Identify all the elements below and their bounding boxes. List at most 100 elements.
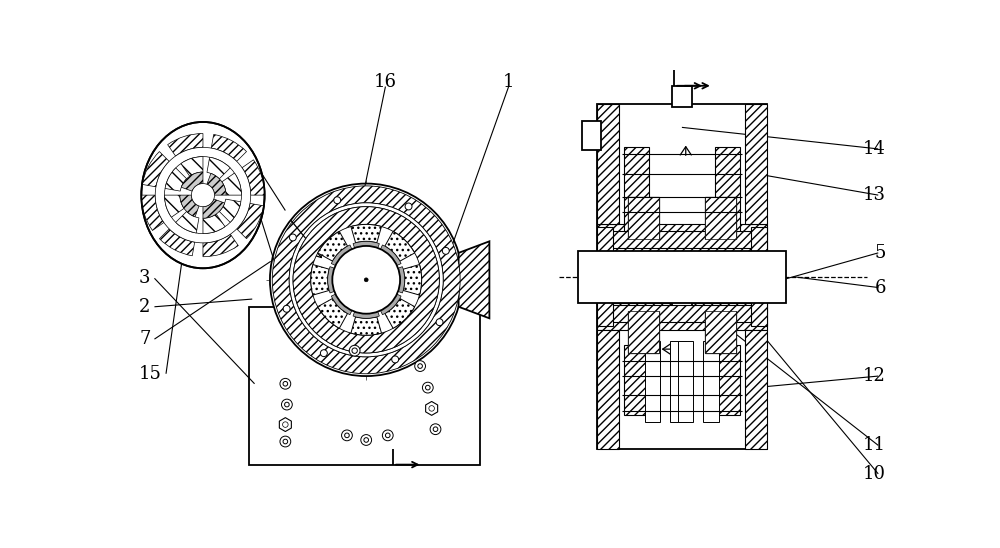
Wedge shape [331, 245, 353, 267]
Circle shape [405, 203, 412, 210]
Bar [628, 311, 659, 353]
Bar [597, 303, 767, 449]
Circle shape [425, 385, 430, 390]
Text: 6: 6 [874, 278, 886, 296]
Wedge shape [318, 231, 348, 261]
Text: 2: 2 [139, 298, 150, 316]
Wedge shape [353, 241, 379, 251]
Wedge shape [180, 195, 199, 217]
Bar [597, 281, 613, 326]
Bar [578, 250, 786, 303]
Circle shape [433, 427, 438, 431]
Bar [670, 341, 686, 423]
Circle shape [342, 430, 352, 441]
Wedge shape [203, 199, 225, 218]
Polygon shape [459, 241, 489, 318]
Bar [705, 311, 736, 353]
Circle shape [332, 246, 400, 313]
Text: 10: 10 [863, 465, 886, 483]
Circle shape [191, 184, 215, 207]
Circle shape [349, 345, 360, 356]
Text: 3: 3 [139, 269, 151, 287]
Wedge shape [318, 299, 348, 328]
Circle shape [364, 438, 369, 442]
Wedge shape [176, 212, 199, 233]
Circle shape [442, 247, 449, 254]
Bar [751, 227, 767, 272]
Ellipse shape [141, 122, 265, 269]
Bar [745, 330, 767, 449]
Wedge shape [181, 172, 203, 191]
Circle shape [280, 436, 291, 447]
Circle shape [283, 305, 290, 312]
Circle shape [285, 402, 289, 407]
Bar [597, 104, 767, 250]
Circle shape [282, 399, 292, 410]
Wedge shape [385, 231, 415, 261]
Wedge shape [351, 224, 381, 243]
Circle shape [352, 348, 357, 353]
Bar [715, 147, 740, 235]
Wedge shape [203, 214, 225, 233]
Text: 16: 16 [374, 73, 397, 91]
Wedge shape [142, 152, 169, 187]
Wedge shape [141, 195, 164, 231]
Wedge shape [403, 265, 422, 295]
Circle shape [361, 435, 372, 446]
Circle shape [334, 197, 341, 204]
Bar [609, 305, 755, 322]
Text: 5: 5 [875, 244, 886, 262]
Text: 15: 15 [139, 365, 162, 383]
Bar [597, 104, 619, 224]
Circle shape [345, 433, 349, 438]
Polygon shape [279, 418, 291, 431]
Text: 7: 7 [139, 330, 150, 348]
Bar [745, 104, 767, 224]
Bar [582, 121, 601, 151]
Circle shape [364, 278, 368, 282]
Wedge shape [351, 317, 381, 335]
Circle shape [293, 207, 439, 353]
Circle shape [283, 422, 288, 427]
Circle shape [320, 350, 327, 357]
Wedge shape [222, 173, 241, 195]
Wedge shape [219, 199, 241, 222]
Circle shape [429, 406, 434, 411]
Bar [703, 341, 719, 423]
Bar [597, 227, 613, 272]
Text: 12: 12 [863, 367, 886, 385]
Bar [609, 231, 755, 248]
Wedge shape [379, 245, 401, 267]
Circle shape [280, 378, 291, 389]
Wedge shape [242, 160, 265, 195]
Circle shape [392, 356, 399, 363]
Text: 14: 14 [863, 140, 886, 158]
Text: 1: 1 [503, 73, 514, 91]
Circle shape [415, 361, 425, 372]
Bar [678, 341, 693, 423]
Circle shape [289, 203, 443, 357]
Wedge shape [328, 267, 337, 293]
Wedge shape [155, 147, 251, 243]
Bar [645, 341, 660, 423]
Wedge shape [353, 309, 379, 318]
Bar [715, 345, 740, 415]
Wedge shape [311, 265, 329, 295]
Wedge shape [293, 207, 439, 353]
Wedge shape [331, 293, 353, 315]
Wedge shape [159, 229, 195, 256]
Circle shape [382, 430, 393, 441]
Wedge shape [207, 173, 226, 195]
Bar [597, 330, 619, 449]
Wedge shape [207, 157, 230, 179]
Circle shape [283, 439, 288, 444]
Bar [597, 224, 767, 250]
Circle shape [422, 383, 433, 393]
Wedge shape [379, 293, 401, 315]
Bar [751, 281, 767, 326]
Circle shape [418, 364, 422, 368]
Polygon shape [426, 402, 438, 415]
Circle shape [335, 249, 397, 311]
Text: 11: 11 [863, 436, 886, 454]
Bar [672, 284, 692, 306]
